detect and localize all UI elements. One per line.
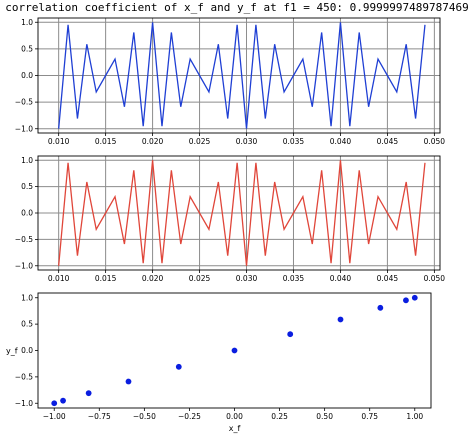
y-tick-label: −1.0 (15, 124, 33, 133)
x-tick-label: 0.025 (189, 137, 211, 146)
scatter-point (337, 316, 344, 323)
x-tick-label: 0.010 (48, 274, 70, 283)
x-tick-label: 0.040 (330, 137, 352, 146)
x-tick-label: −1.00 (43, 412, 66, 421)
x-axis-label: x_f (229, 424, 241, 433)
y-tick-label: −0.5 (15, 98, 33, 107)
scatter-point (377, 304, 384, 311)
x-tick-label: 0.030 (236, 137, 258, 146)
x-tick-label: 0.50 (316, 412, 333, 421)
x-tick-label: 0.015 (95, 274, 117, 283)
chart-panel-3: −1.00 −0.75 −0.50 −0.25 0.00 0.25 0.50 0.75 1.00… (6, 292, 432, 433)
x-tick-label: 0.050 (424, 137, 446, 146)
scatter-point (231, 347, 238, 354)
x-tick-label: 0.010 (48, 137, 70, 146)
y-tick-label: 0.0 (21, 209, 33, 218)
x-tick-label: 0.015 (95, 137, 117, 146)
x-tick-label: 0.050 (424, 274, 446, 283)
x-tick-label: 0.25 (271, 412, 288, 421)
x-tick-label: 0.040 (330, 274, 352, 283)
axes-frame (37, 17, 441, 134)
x-tick-label: 0.020 (142, 274, 164, 283)
series-line (58, 160, 426, 266)
scatter-point (125, 378, 132, 385)
x-tick-label: 0.75 (361, 412, 378, 421)
scatter-point (85, 390, 92, 397)
y-tick-label: −0.5 (15, 235, 33, 244)
x-tick-label: 0.025 (189, 274, 211, 283)
scatter-point (51, 400, 58, 407)
scatter-point (403, 297, 409, 304)
y-tick-label: 0.5 (21, 182, 33, 191)
y-tick-label: 0.5 (21, 320, 33, 329)
x-tick-label: 0.020 (142, 137, 164, 146)
scatter-point (287, 331, 294, 338)
scatter-point (411, 294, 418, 301)
y-tick-label: −1.0 (15, 399, 33, 408)
scatter-point (60, 397, 66, 404)
x-tick-label: 0.035 (283, 274, 305, 283)
x-tick-label: 0.045 (377, 274, 399, 283)
series-line (58, 22, 426, 129)
x-tick-label: −0.25 (178, 412, 201, 421)
y-axis-label: y_f (6, 347, 18, 356)
y-tick-label: 1.0 (21, 18, 33, 27)
x-tick-label: 1.00 (406, 412, 423, 421)
x-tick-label: −0.75 (88, 412, 111, 421)
figure-title: correlation coefficient of x_f and y_f a… (5, 1, 469, 14)
x-tick-label: 0.035 (283, 137, 305, 146)
axes-frame (37, 292, 432, 409)
y-tick-label: 1.0 (21, 156, 33, 165)
chart-panel-1: 0.010 0.015 0.020 0.025 0.030 0.035 0.040 0.045… (15, 17, 446, 146)
axes-frame (37, 155, 441, 271)
x-tick-label: 0.045 (377, 137, 399, 146)
x-tick-label: −0.50 (133, 412, 156, 421)
y-tick-label: 0.0 (21, 346, 33, 355)
x-tick-label: 0.00 (226, 412, 243, 421)
y-tick-label: 0.5 (21, 44, 33, 53)
y-tick-label: −0.5 (15, 372, 33, 381)
scatter-point (175, 363, 182, 370)
y-tick-label: 1.0 (21, 293, 33, 302)
y-tick-label: 0.0 (21, 71, 33, 80)
x-tick-label: 0.030 (236, 274, 258, 283)
chart-panel-2: 0.010 0.015 0.020 0.025 0.030 0.035 0.040 0.045… (15, 155, 446, 283)
y-tick-label: −1.0 (15, 261, 33, 270)
